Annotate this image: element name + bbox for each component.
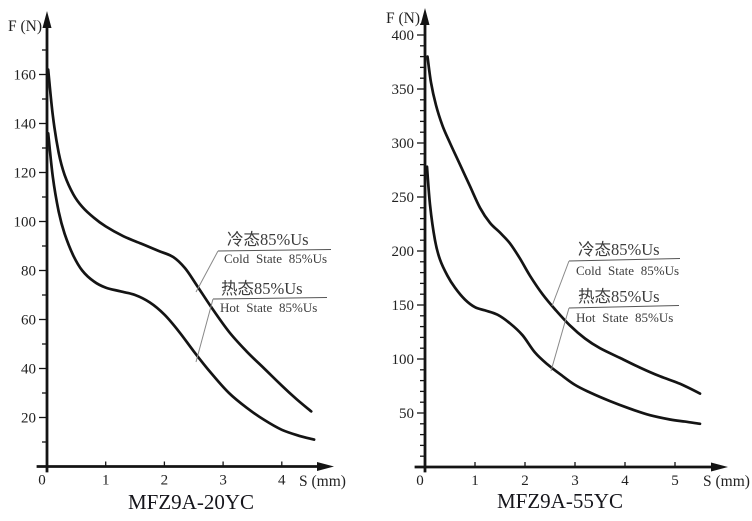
- hot-label-zh: 热态85%Us: [221, 279, 303, 298]
- chart-mfz9a-55yc: 50 100 150 200 250 300 350 400 0 1 2 3 4 5 F (N) S (m…: [386, 8, 750, 513]
- x-tick-label: 0: [416, 473, 424, 489]
- y-tick-label: 350: [392, 82, 415, 98]
- chart-title: MFZ9A-20YC: [128, 490, 254, 514]
- y-axis-label: F (N): [386, 10, 420, 27]
- x-tick-label: 1: [102, 473, 110, 489]
- y-tick-label: 50: [399, 406, 414, 422]
- cold-annotation-leader: [551, 260, 570, 307]
- cold-label-en: Cold State 85%Us: [576, 263, 679, 278]
- cold-label-zh: 冷态85%Us: [227, 230, 309, 249]
- hot-state-curve: [46, 131, 316, 441]
- x-tick-label: 4: [621, 473, 629, 489]
- y-axis-label: F (N): [8, 18, 42, 35]
- x-tick-label: 0: [38, 473, 46, 489]
- cold-annotation-underline: [217, 249, 332, 252]
- x-axis-arrow-icon: [317, 462, 334, 471]
- hot-label-en: Hot State 85%Us: [576, 310, 673, 325]
- hot-annotation-underline: [212, 297, 328, 300]
- hot-annotation-leader: [550, 307, 570, 372]
- y-tick-label: 20: [21, 411, 36, 427]
- y-tick-label: 400: [392, 28, 415, 44]
- hot-annotation-underline: [568, 305, 680, 309]
- y-tick-label: 250: [392, 190, 415, 206]
- hot-label-zh: 热态85%Us: [578, 287, 660, 306]
- cold-annotation-underline: [568, 258, 681, 262]
- y-tick-label: 120: [14, 166, 37, 182]
- x-axis-label: S (mm): [703, 473, 750, 490]
- y-tick-label: 200: [392, 244, 415, 260]
- cold-label-zh: 冷态85%Us: [578, 240, 660, 259]
- y-tick-label: 100: [392, 352, 415, 368]
- x-tick-label: 2: [161, 473, 169, 489]
- y-tick-label: 300: [392, 136, 415, 152]
- x-tick-label: 3: [219, 473, 227, 489]
- chart-title: MFZ9A-55YC: [497, 489, 623, 513]
- x-tick-label: 2: [521, 473, 529, 489]
- cold-state-curve: [426, 55, 702, 395]
- chart-mfz9a-20yc: 20 40 60 80 100 120 140 160 0 1 2 3 4 F (N) S (mm) M…: [8, 11, 346, 514]
- y-tick-label: 40: [21, 362, 36, 378]
- cold-state-curve: [46, 68, 313, 413]
- cold-annotation-leader: [195, 250, 219, 293]
- y-axis-arrow-icon: [42, 11, 52, 28]
- y-tick-label: 150: [392, 298, 415, 314]
- hot-label-en: Hot State 85%Us: [220, 300, 317, 315]
- y-tick-label: 140: [14, 117, 37, 133]
- x-tick-label: 3: [571, 473, 579, 489]
- x-axis-label: S (mm): [299, 473, 346, 490]
- y-tick-label: 100: [14, 215, 37, 231]
- y-tick-label: 80: [21, 264, 36, 280]
- x-tick-label: 5: [671, 473, 679, 489]
- cold-label-en: Cold State 85%Us: [224, 251, 327, 266]
- x-tick-label: 1: [471, 473, 479, 489]
- x-tick-label: 4: [278, 473, 286, 489]
- y-axis-arrow-icon: [420, 8, 430, 25]
- x-axis-arrow-icon: [711, 462, 728, 472]
- y-tick-label: 160: [14, 68, 37, 84]
- hot-annotation-leader: [195, 298, 214, 363]
- y-tick-label: 60: [21, 313, 36, 329]
- hot-state-curve: [425, 165, 702, 426]
